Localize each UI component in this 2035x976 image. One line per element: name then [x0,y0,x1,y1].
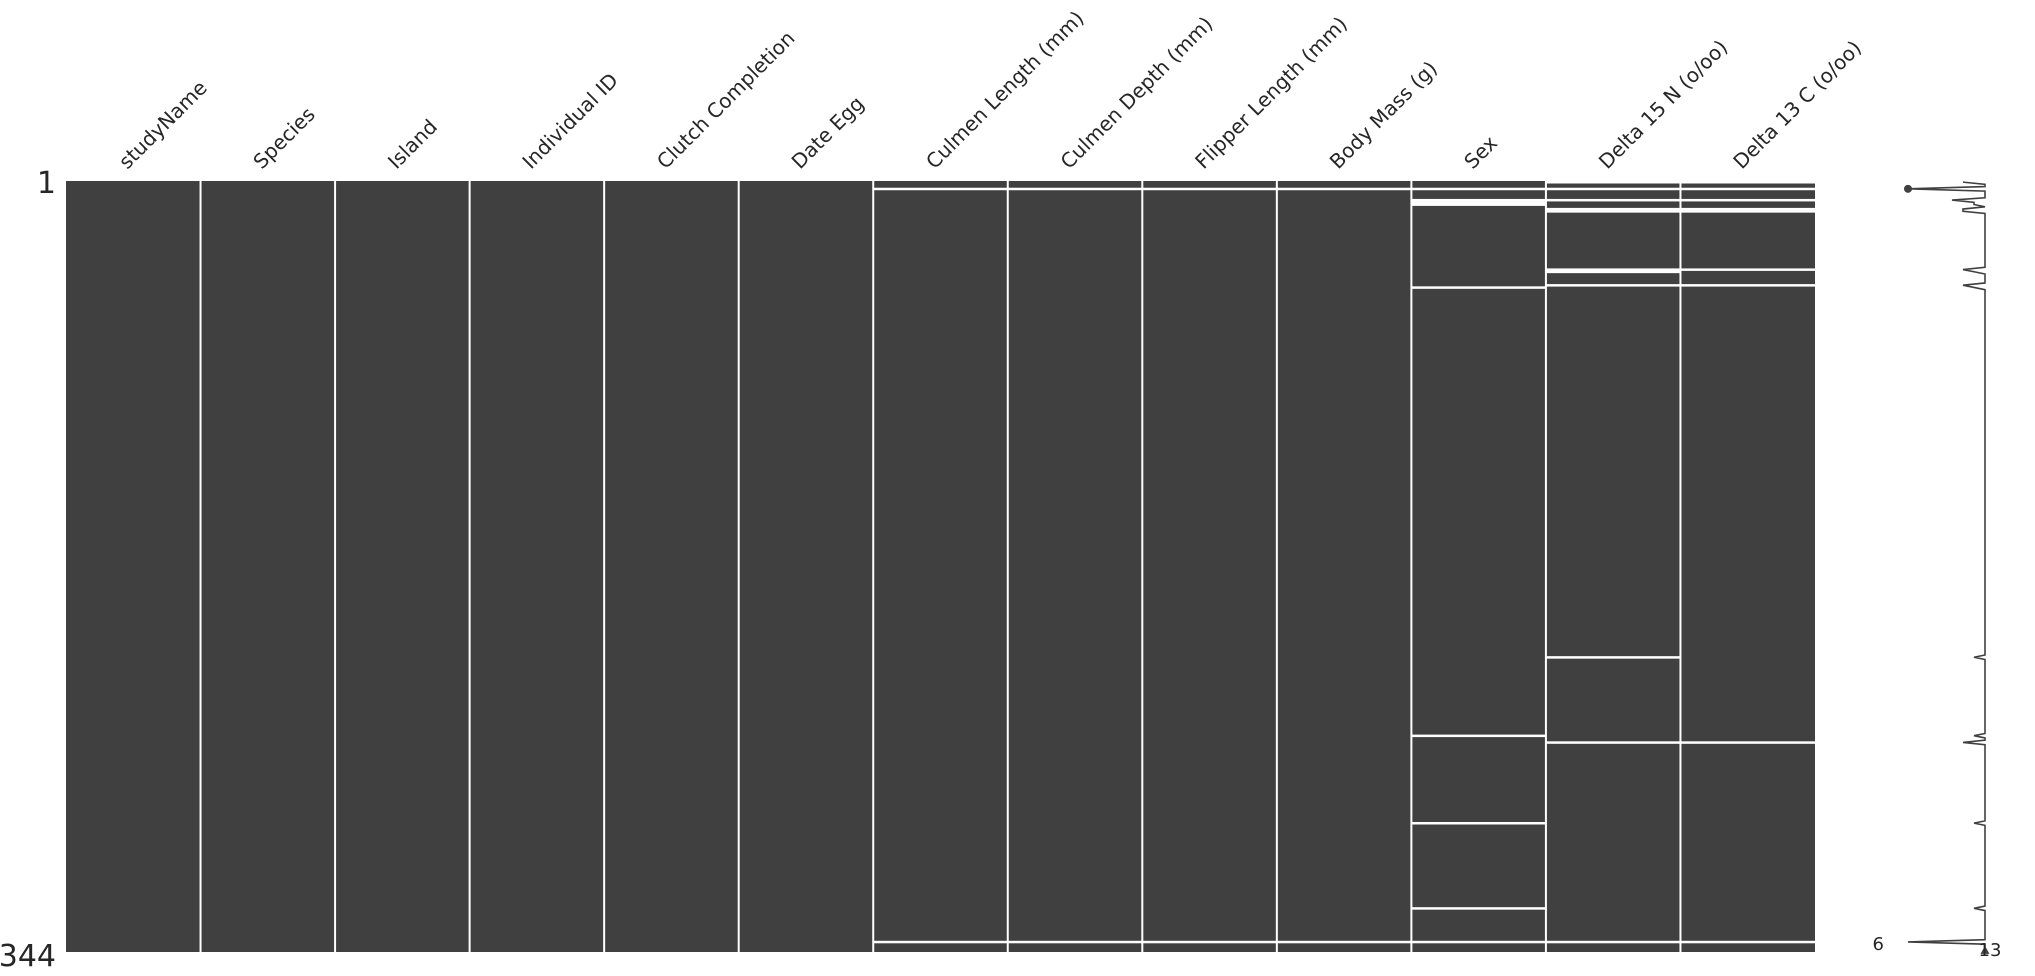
missing-value-mark [1680,741,1815,744]
missing-value-mark [1545,187,1681,191]
missing-value-mark [1276,187,1412,191]
missing-value-mark [1007,940,1143,944]
column-label: Delta 15 N (o/oo) [1594,35,1733,174]
row-axis-end-label: 344 [0,939,56,974]
missing-value-mark [1680,181,1815,184]
matrix-column [1411,181,1546,952]
completeness-line [1907,181,1986,951]
missing-value-mark [1545,284,1681,287]
matrix-column [604,181,739,952]
column-label: Clutch Completion [652,26,800,174]
missing-value-mark [1411,822,1546,825]
missing-value-mark [1545,207,1681,211]
sparkline-max-marker [1980,945,1990,954]
missing-value-mark [1411,187,1546,191]
completeness-sparkline [1904,181,1990,954]
matrix-column [1142,181,1277,952]
column-label: Body Mass (g) [1325,56,1442,173]
missing-value-mark [1545,940,1681,944]
column-label: Island [383,114,442,173]
missing-value-mark [1545,270,1681,274]
missing-value-mark [1411,907,1546,910]
missing-value-mark [1142,940,1277,944]
column-label: studyName [114,76,212,174]
missing-value-mark [1142,187,1277,191]
column-label: Sex [1459,131,1502,174]
matrix-column [200,181,336,952]
matrix-column [1680,181,1815,952]
missing-value-mark [1411,286,1546,289]
missing-value-mark [1680,198,1815,202]
column-label: Delta 13 C (o/oo) [1728,36,1866,174]
sparkline-max-label: 13 [1979,940,2002,961]
column-label: Flipper Length (mm) [1190,12,1352,174]
missing-value-mark [1680,268,1815,271]
missing-value-mark [1411,201,1546,204]
column-label: Date Egg [787,91,869,173]
matrix-column [1276,181,1412,952]
missing-value-mark [1680,210,1815,213]
matrix-column [1007,181,1143,952]
matrix-column [1545,181,1681,952]
matrix-column [873,181,1008,952]
missing-value-mark [1411,203,1546,206]
sparkline-min-marker [1904,184,1912,193]
missing-value-mark [873,187,1008,191]
missing-value-mark [1276,940,1412,944]
matrix-column [66,181,201,952]
row-axis-start-label: 1 [37,166,56,201]
missing-value-mark [1411,734,1546,738]
matrix-column [469,181,605,952]
matrix-column [335,181,470,952]
missing-value-mark [1545,210,1681,213]
sparkline-min-label: 6 [1873,934,1884,955]
column-label: Individual ID [517,68,622,173]
missing-value-mark [1680,187,1815,191]
missing-value-mark [1680,284,1815,287]
column-label: Culmen Depth (mm) [1056,12,1218,174]
missing-value-mark [1411,940,1546,944]
missing-value-mark [1680,207,1815,211]
matrix-columns [66,181,1815,952]
missing-value-mark [1545,741,1681,744]
matrix-column [738,181,874,952]
column-labels: studyName Species Island Individual ID Clutc… [114,6,1866,174]
missing-value-mark [1545,656,1681,659]
missing-value-mark [1007,187,1143,191]
missing-value-mark [873,940,1008,944]
column-label: Species [248,102,319,173]
missing-value-mark [1545,198,1681,202]
missing-value-mark [1545,181,1681,184]
missing-value-mark [1411,198,1546,202]
missing-value-mark [1545,268,1681,271]
missing-value-mark [1680,940,1815,944]
